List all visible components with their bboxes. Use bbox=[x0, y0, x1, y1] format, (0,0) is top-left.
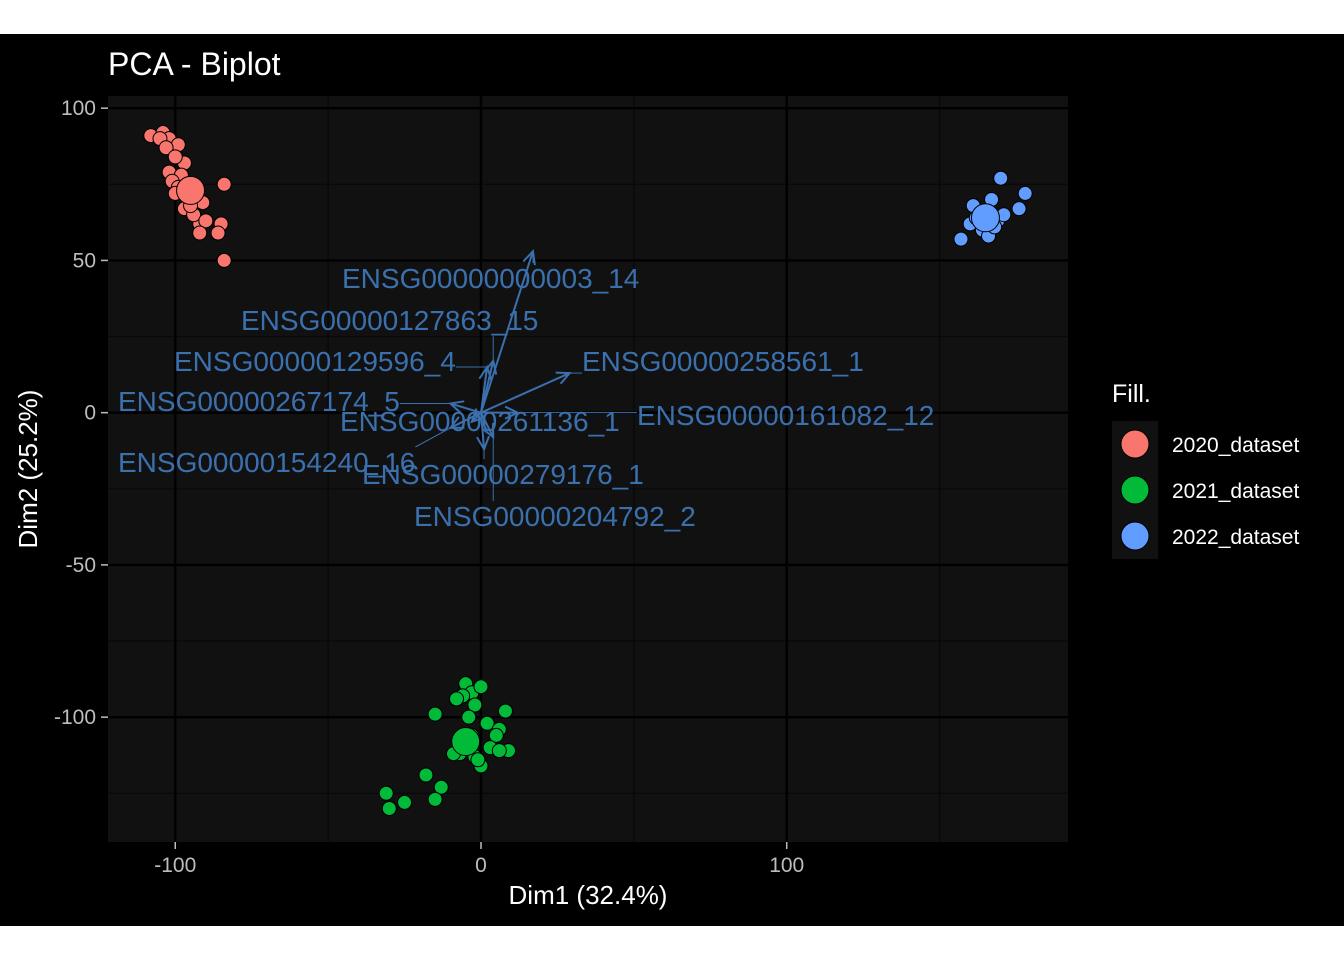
variable-label: ENSG00000154240_16 bbox=[118, 447, 415, 478]
x-tick-label: 0 bbox=[475, 854, 487, 877]
x-axis-title: Dim1 (32.4%) bbox=[509, 880, 668, 910]
group-centroid bbox=[176, 175, 206, 205]
variable-label: ENSG00000000003_14 bbox=[342, 263, 639, 294]
sample-point bbox=[381, 801, 397, 817]
sample-point bbox=[192, 225, 208, 241]
sample-point bbox=[497, 703, 513, 719]
sample-point bbox=[198, 213, 214, 229]
label-leader-line bbox=[415, 427, 451, 448]
sample-point bbox=[491, 743, 507, 759]
sample-point bbox=[167, 149, 183, 165]
variable-label: ENSG00000261136_1 bbox=[340, 406, 620, 437]
sample-point bbox=[449, 691, 465, 707]
sample-point bbox=[473, 679, 489, 695]
sample-point bbox=[479, 715, 495, 731]
sample-point bbox=[1017, 185, 1033, 201]
legend-key bbox=[1120, 429, 1150, 459]
legend-title: Fill. bbox=[1112, 380, 1151, 408]
y-tick-label: -50 bbox=[66, 554, 96, 577]
x-axis-ticks: -100 0 100 bbox=[154, 842, 804, 877]
major-gridlines bbox=[108, 96, 1068, 842]
y-axis-title: Dim2 (25.2%) bbox=[13, 390, 43, 549]
sample-point bbox=[397, 794, 413, 810]
sample-point bbox=[433, 779, 449, 795]
variable-labels: ENSG00000000003_14 ENSG00000127863_15 ENSG… bbox=[118, 251, 934, 532]
group-centroid bbox=[970, 203, 1000, 233]
group-centroid bbox=[451, 727, 481, 757]
variable-label: ENSG00000129596_4 bbox=[174, 346, 456, 377]
variable-label: ENSG00000267174_5 bbox=[118, 386, 400, 417]
y-tick-label: 100 bbox=[61, 97, 96, 120]
sample-point bbox=[427, 706, 443, 722]
sample-point bbox=[210, 225, 226, 241]
sample-points bbox=[143, 125, 1033, 817]
sample-point bbox=[170, 137, 186, 153]
sample-point bbox=[158, 140, 174, 156]
variable-label: ENSG00000127863_15 bbox=[241, 305, 538, 336]
sample-point bbox=[216, 252, 232, 268]
legend-label: 2020_dataset bbox=[1172, 434, 1299, 457]
sample-point bbox=[461, 709, 477, 725]
sample-point bbox=[427, 791, 443, 807]
minor-gridlines bbox=[108, 96, 1068, 842]
sample-point bbox=[216, 176, 232, 192]
x-tick-label: 100 bbox=[769, 854, 804, 877]
variable-label: ENSG00000161082_12 bbox=[637, 400, 934, 431]
legend-key bbox=[1120, 521, 1150, 551]
variable-label: ENSG00000279176_1 bbox=[362, 459, 644, 490]
sample-point bbox=[467, 697, 483, 713]
variable-label: ENSG00000258561_1 bbox=[582, 346, 864, 377]
x-tick-label: -100 bbox=[154, 854, 196, 877]
sample-point bbox=[418, 767, 434, 783]
sample-point bbox=[993, 170, 1009, 186]
legend-label: 2022_dataset bbox=[1172, 526, 1299, 549]
legend-key bbox=[1120, 475, 1150, 505]
legend-label: 2021_dataset bbox=[1172, 480, 1299, 503]
sample-point bbox=[1011, 201, 1027, 217]
sample-point bbox=[953, 231, 969, 247]
variable-label: ENSG00000204792_2 bbox=[414, 501, 696, 532]
y-axis-ticks: -100 -50 0 50 100 bbox=[54, 97, 108, 729]
y-tick-label: -100 bbox=[54, 706, 96, 729]
sample-point bbox=[378, 785, 394, 801]
y-tick-label: 0 bbox=[84, 402, 96, 425]
sample-point bbox=[488, 727, 504, 743]
sample-point bbox=[470, 752, 486, 768]
y-tick-label: 50 bbox=[73, 249, 96, 272]
variable-arrows bbox=[448, 249, 572, 452]
chart-title: PCA - Biplot bbox=[108, 46, 281, 82]
legend: Fill. 2020_dataset 2021_dataset 2022_datas… bbox=[1112, 380, 1299, 559]
